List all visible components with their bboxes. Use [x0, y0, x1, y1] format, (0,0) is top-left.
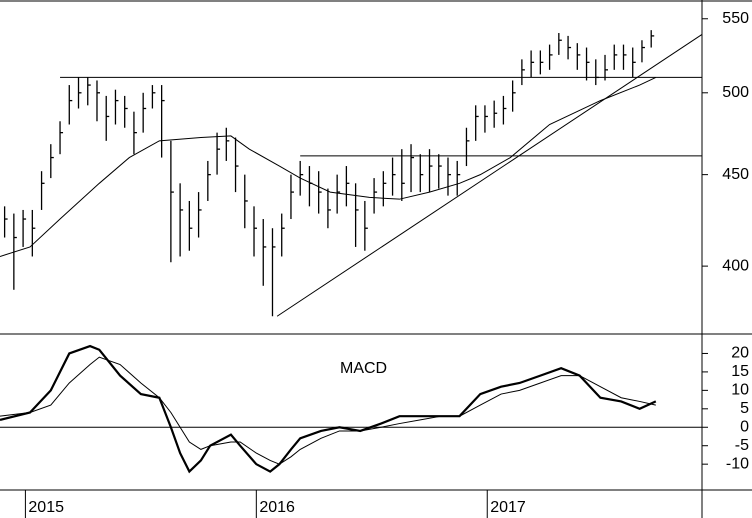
y-tick-label: 400 [722, 257, 749, 274]
moving-average [0, 76, 657, 257]
annotation: MACD [340, 360, 387, 377]
x-tick-label: 2016 [259, 499, 295, 516]
y-tick-label: 500 [722, 84, 749, 101]
x-tick-label: 2015 [28, 499, 64, 516]
macd-line [0, 356, 656, 465]
trend-line [276, 34, 703, 317]
y-tick-label: 5 [740, 400, 749, 417]
y-tick-label: 15 [731, 363, 749, 380]
y-tick-label: 10 [731, 382, 749, 399]
macd-line [0, 344, 657, 474]
y-tick-label: -10 [726, 455, 749, 472]
y-tick-label: 20 [731, 345, 749, 362]
y-tick-label: 450 [722, 166, 749, 183]
y-tick-label: 0 [740, 418, 749, 435]
x-tick-label: 2017 [490, 499, 526, 516]
y-tick-label: 550 [722, 10, 749, 27]
y-tick-label: -5 [735, 437, 749, 454]
